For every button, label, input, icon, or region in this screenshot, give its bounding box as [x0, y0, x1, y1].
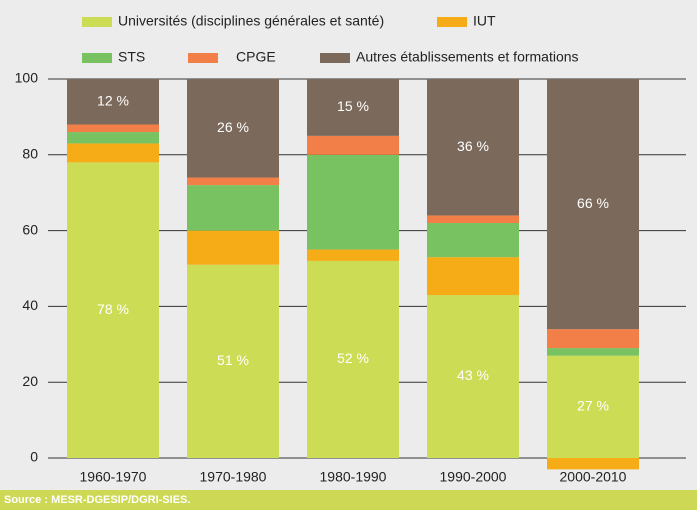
bar-segment	[187, 185, 279, 231]
y-tick-label: 100	[15, 70, 39, 86]
legend-swatch	[320, 53, 350, 63]
x-tick-label: 1990-2000	[440, 469, 507, 485]
y-tick-label: 20	[22, 373, 38, 389]
bar-segment	[427, 223, 519, 258]
y-tick-label: 60	[22, 221, 38, 237]
data-label: 78 %	[97, 301, 129, 317]
data-label: 36 %	[457, 138, 489, 154]
source-band	[0, 490, 697, 510]
bar-segment	[307, 135, 399, 155]
bar-segment	[67, 143, 159, 163]
legend-label: Autres établissements et formations	[356, 49, 579, 65]
bar-segment	[427, 257, 519, 296]
bar-segment	[547, 458, 639, 470]
bar-segment	[547, 329, 639, 349]
data-label: 66 %	[577, 195, 609, 211]
data-label: 51 %	[217, 352, 249, 368]
bar-segment	[547, 355, 639, 458]
data-label: 12 %	[97, 92, 129, 108]
bar-segment	[307, 154, 399, 250]
bar-segment	[67, 79, 159, 125]
x-tick-label: 1970-1980	[200, 469, 267, 485]
bar-segment	[307, 260, 399, 458]
bar-segment	[427, 215, 519, 224]
bar-segment	[547, 79, 639, 330]
data-label: 15 %	[337, 98, 369, 114]
legend-swatch	[188, 53, 218, 63]
legend-label: CPGE	[236, 49, 276, 65]
y-tick-label: 40	[22, 297, 38, 313]
legend-label: IUT	[473, 13, 496, 29]
source: Source : MESR-DGESIP/DGRI-SIES.	[4, 494, 190, 506]
bar-segment	[187, 177, 279, 186]
bar-segment	[307, 249, 399, 261]
bar-segment	[427, 295, 519, 458]
x-tick-label: 1960-1970	[80, 469, 147, 485]
data-label: 26 %	[217, 119, 249, 135]
bar-segment	[67, 124, 159, 133]
bar-segment	[187, 79, 279, 178]
y-tick-label: 80	[22, 146, 38, 162]
x-tick-label: 2000-2010	[560, 469, 627, 485]
data-label: 27 %	[577, 398, 609, 414]
y-tick-label: 0	[30, 449, 38, 465]
data-label: 52 %	[337, 350, 369, 366]
bar-segment	[547, 348, 639, 356]
x-tick-label: 1980-1990	[320, 469, 387, 485]
bar-segment	[427, 79, 519, 216]
legend-label: Universités (disciplines générales et sa…	[118, 13, 384, 29]
bar-segment	[187, 230, 279, 265]
legend-swatch	[82, 53, 112, 63]
data-label: 43 %	[457, 367, 489, 383]
bar-segment	[67, 162, 159, 458]
bar-segment	[187, 264, 279, 458]
legend-swatch	[437, 17, 467, 27]
bar-segment	[67, 132, 159, 144]
legend-swatch	[82, 17, 112, 27]
legend-label: STS	[118, 49, 145, 65]
bar-segment	[307, 79, 399, 136]
